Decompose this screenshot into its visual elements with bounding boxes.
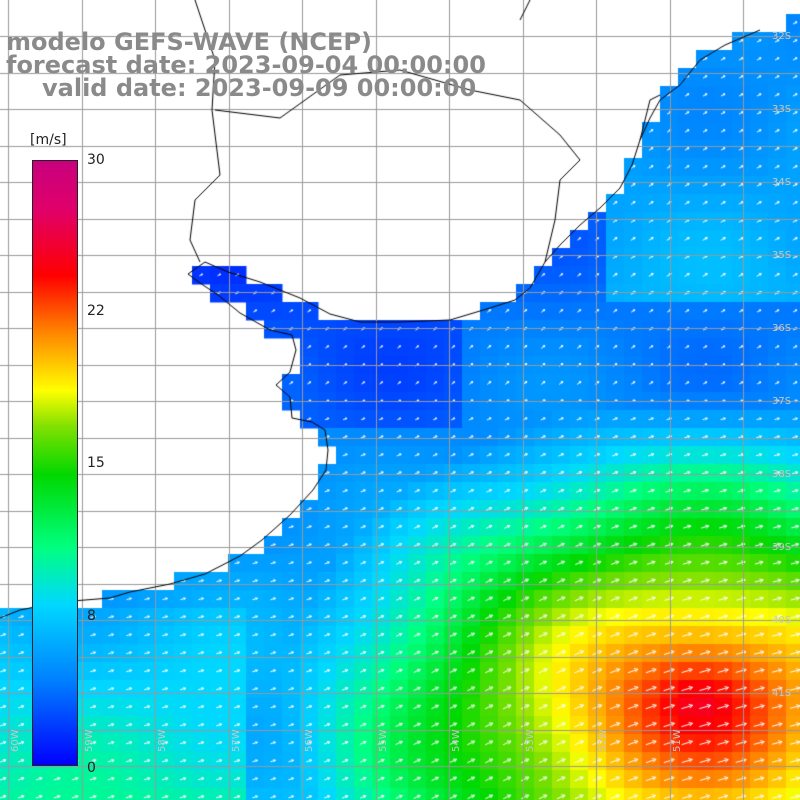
colorbar: [32, 160, 78, 766]
lon-label: 55W: [377, 729, 389, 752]
title-valid-date: valid date: 2023-09-09 00:00:00: [42, 74, 477, 102]
lon-label: 58W: [157, 729, 168, 752]
lat-label: 32S: [772, 31, 792, 42]
lat-label: 34S: [772, 177, 792, 188]
colorbar-tick-15: 15: [87, 455, 105, 471]
title-model: modelo GEFS-WAVE (NCEP): [6, 28, 372, 56]
colorbar-unit: [m/s]: [30, 132, 67, 148]
lon-label: 59W: [83, 729, 95, 752]
colorbar-tick-22: 22: [87, 303, 105, 319]
lat-label: 35S: [772, 250, 792, 261]
lat-label: 36S: [772, 323, 792, 334]
lon-label: 54W: [451, 729, 462, 752]
lat-label: 33S: [772, 104, 792, 115]
lat-label: 40S: [772, 615, 792, 626]
colorbar-tick-30: 30: [87, 152, 105, 168]
lat-label: 39S: [772, 542, 792, 553]
title-forecast-date: forecast date: 2023-09-04 00:00:00: [6, 51, 486, 79]
lat-label: 41S: [772, 688, 792, 699]
lat-label: 38S: [772, 469, 792, 480]
colorbar-tick-0: 0: [87, 760, 96, 776]
lat-label: 37S: [772, 396, 792, 407]
lon-label: 51W: [671, 729, 683, 752]
lon-label: 57W: [230, 729, 242, 752]
lon-label: 53W: [524, 729, 536, 752]
lon-label: 56W: [304, 729, 315, 752]
lon-label: 52W: [598, 729, 609, 752]
colorbar-tick-8: 8: [87, 608, 96, 624]
lon-label: 60W: [10, 729, 21, 752]
